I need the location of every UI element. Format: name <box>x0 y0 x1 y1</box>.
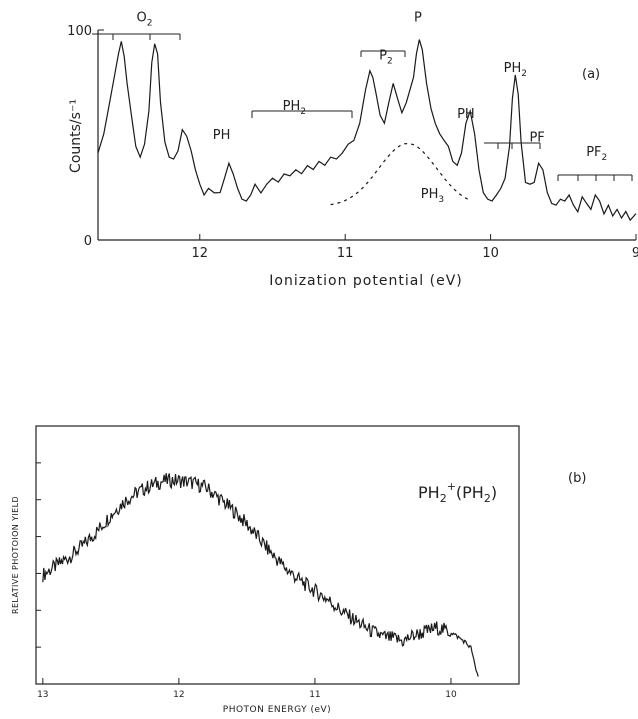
panel-b-y-ticks <box>36 462 41 648</box>
peak-label: PH3 <box>421 187 444 205</box>
panel-b-frame <box>35 425 520 685</box>
ph2-bracket <box>251 110 353 118</box>
peak-label: PH <box>213 128 231 143</box>
panel-a-y-tick-label: 100 <box>67 24 92 39</box>
peak-label: PH2 <box>504 61 527 79</box>
panel-b-legend: PH2+(PH2) <box>418 480 497 505</box>
panel-b-x-ticks: 13 12 11 10 <box>37 678 457 700</box>
panel-a-x-axis-label: Ionization potential (eV) <box>269 273 463 289</box>
panel-b-yield-line <box>42 473 479 677</box>
peak-label: O2 <box>137 11 153 29</box>
peak-label: PH <box>457 107 475 122</box>
panel-a-y-tick-label: 0 <box>84 234 92 249</box>
panel-a-x-tick-label: 10 <box>482 246 499 261</box>
panel-a-x-ticks: 12 11 10 9 <box>192 234 638 261</box>
panel-a-x-tick-label: 9 <box>632 246 638 261</box>
peak-label: P <box>414 11 422 26</box>
panel-b-x-tick-label: 11 <box>309 690 320 700</box>
peak-label: PF2 <box>586 145 607 163</box>
panel-b-x-tick-label: 13 <box>37 690 48 700</box>
panel-a-y-axis-label: Counts/s⁻¹ <box>68 99 84 173</box>
panel-a-tag: (a) <box>582 67 600 82</box>
peak-label: PH2 <box>283 99 306 117</box>
panel-a-x-tick-label: 12 <box>192 246 209 261</box>
pf-bracket <box>484 142 541 149</box>
panel-b-x-tick-label: 10 <box>445 690 457 700</box>
panel-a-spectrum-line <box>97 39 637 222</box>
panel-b-x-tick-label: 12 <box>173 690 184 700</box>
panel-a-annotations: O2 PH PH2 P2 P PH PH2 PF PF2 PH3 <box>137 11 608 205</box>
peak-label: PF <box>529 130 544 145</box>
panel-b-tag: (b) <box>568 471 586 486</box>
panel-a-x-tick-label: 11 <box>337 246 354 261</box>
panel-b-x-axis-label: PHOTON ENERGY (eV) <box>223 705 331 715</box>
panel-b-y-axis-label: RELATIVE PHOTOION YIELD <box>11 496 20 614</box>
panel-a: 12 11 10 9 0 100 O2 PH PH2 P2 P PH PH2 PF PF2 PH3 (a)… <box>67 11 638 289</box>
pf2-bracket <box>557 174 633 181</box>
panel-a-y-ticks: 0 100 <box>67 24 104 249</box>
peak-label: P2 <box>379 48 393 66</box>
p2-bracket <box>360 50 406 57</box>
o2-bracket <box>92 33 181 40</box>
panel-a-ph3-dashed-curve <box>330 142 470 206</box>
panel-b: 13 12 11 10 PH2+(PH2) (b) PHOTON ENERGY (eV… <box>11 425 586 715</box>
